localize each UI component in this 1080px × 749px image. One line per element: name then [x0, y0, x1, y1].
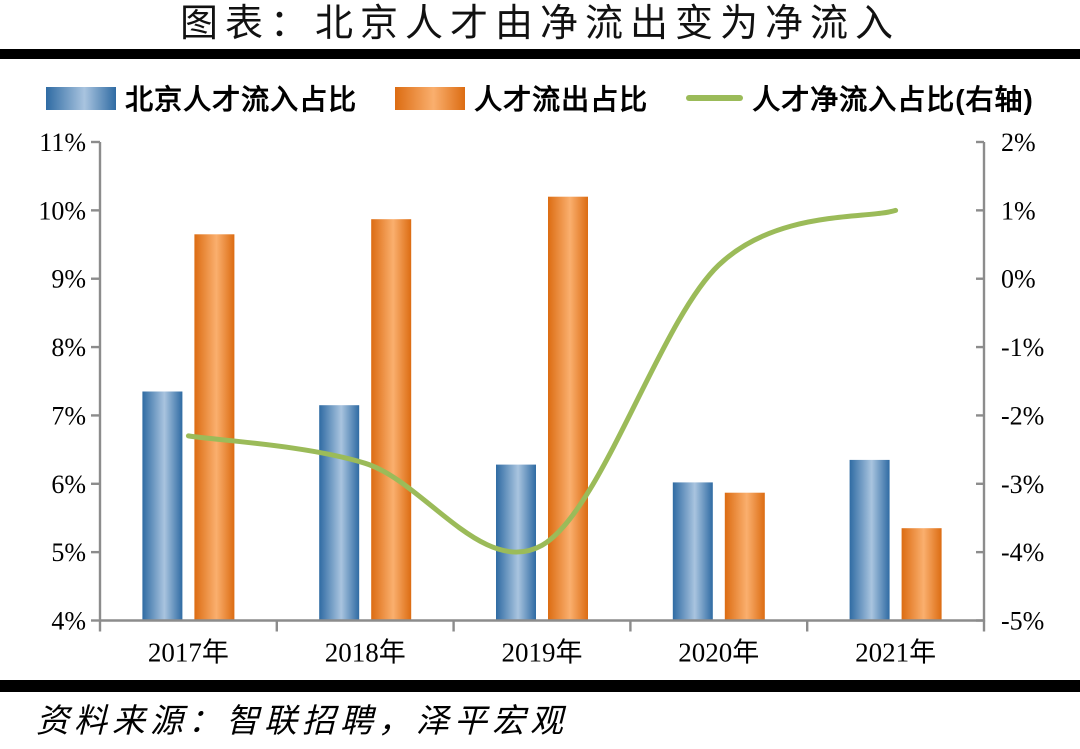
legend-item-outflow: 人才流出占比: [395, 78, 648, 118]
right-axis-tick-label: 1%: [1001, 196, 1036, 225]
outflow-bar: [724, 492, 765, 621]
right-axis-tick-label: -3%: [1001, 470, 1044, 499]
x-axis-category-label: 2017年: [148, 638, 229, 668]
left-axis-tick-label: 8%: [51, 333, 86, 362]
chart-title: 图表：北京人才由净流出变为净流入: [179, 3, 900, 45]
outflow-bar: [901, 528, 942, 621]
right-axis-tick-label: -2%: [1001, 401, 1044, 430]
inflow-bar: [849, 459, 890, 621]
inflow-bar: [319, 405, 360, 621]
legend-marker-outflow-swatch: [395, 86, 466, 110]
top-divider: [0, 49, 1080, 59]
legend-label-outflow: 人才流出占比: [474, 84, 649, 115]
left-axis-tick-label: 5%: [51, 538, 86, 567]
inflow-bar: [672, 482, 713, 621]
bottom-divider: [0, 680, 1080, 692]
source-note: 资料来源：智联招聘，泽平宏观: [36, 704, 568, 740]
right-axis-tick-label: -5%: [1001, 607, 1044, 636]
legend-marker-inflow-swatch: [46, 86, 117, 110]
inflow-bar: [142, 391, 183, 621]
outflow-bar: [194, 234, 235, 621]
left-axis-tick-label: 11%: [39, 128, 86, 157]
x-axis-category-label: 2020年: [678, 638, 759, 668]
x-axis-category-label: 2018年: [325, 638, 406, 668]
right-axis-tick-label: -4%: [1001, 538, 1044, 567]
left-axis-tick-label: 4%: [51, 607, 86, 636]
left-axis-tick-label: 6%: [51, 470, 86, 499]
legend-item-net: 人才净流入占比(右轴): [686, 78, 1034, 118]
outflow-bar: [371, 219, 412, 621]
chart-legend: 北京人才流入占比 人才流出占比 人才净流入占比(右轴): [0, 76, 1080, 120]
right-axis-tick-label: -1%: [1001, 333, 1044, 362]
net-inflow-line: [185, 207, 899, 555]
x-axis-category-label: 2021年: [855, 638, 936, 668]
inflow-bar: [496, 464, 536, 621]
outflow-bar: [548, 196, 588, 621]
right-axis-tick-label: 2%: [1001, 128, 1036, 157]
x-axis-category-label: 2019年: [502, 638, 583, 668]
legend-item-inflow: 北京人才流入占比: [46, 78, 357, 118]
left-axis-tick-label: 9%: [51, 265, 86, 294]
left-axis-tick-label: 7%: [51, 401, 86, 430]
legend-marker-net-line: [686, 95, 744, 101]
legend-label-inflow: 北京人才流入占比: [125, 84, 358, 115]
right-axis-tick-label: 0%: [1001, 265, 1036, 294]
left-axis-tick-label: 10%: [38, 196, 86, 225]
legend-label-net: 人才净流入占比(右轴): [752, 84, 1034, 115]
